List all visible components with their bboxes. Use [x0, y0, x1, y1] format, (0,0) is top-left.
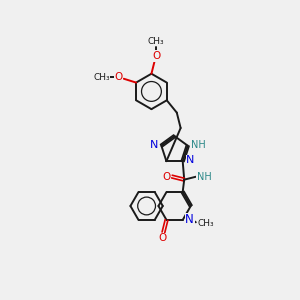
- Text: O: O: [158, 233, 167, 244]
- Text: CH₃: CH₃: [93, 73, 110, 82]
- Text: NH: NH: [191, 140, 206, 150]
- Text: CH₃: CH₃: [148, 37, 164, 46]
- Text: NH: NH: [197, 172, 212, 182]
- Text: O: O: [114, 72, 122, 82]
- Text: N: N: [185, 214, 194, 226]
- Text: N: N: [149, 140, 158, 150]
- Text: CH₃: CH₃: [197, 219, 214, 228]
- Text: O: O: [162, 172, 171, 182]
- Text: N: N: [186, 155, 195, 165]
- Text: O: O: [152, 51, 160, 61]
